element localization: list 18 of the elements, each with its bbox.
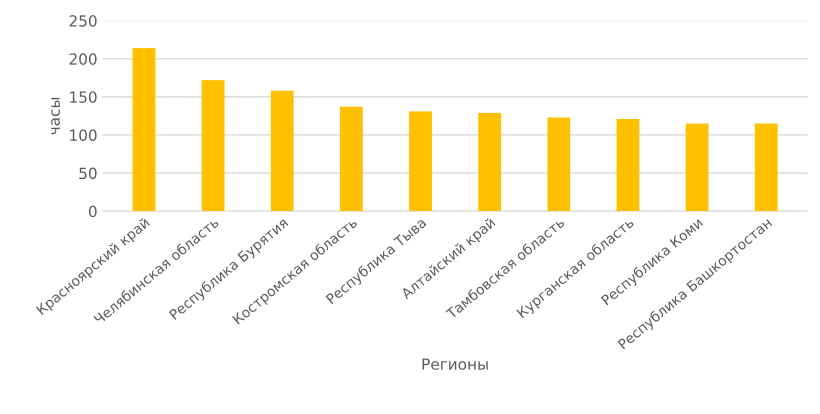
y-tick-label: 50 (79, 168, 97, 180)
bar (754, 124, 778, 212)
bar (340, 106, 363, 212)
y-tick-label: 200 (70, 53, 97, 65)
bar (478, 112, 502, 212)
y-axis-title: часы (51, 98, 60, 134)
bar (270, 90, 294, 212)
y-tick-label: 250 (70, 15, 97, 27)
bar (409, 111, 432, 212)
y-tick-label: 0 (88, 206, 97, 218)
bar (547, 117, 570, 212)
x-axis-title: Регионы (422, 358, 488, 370)
y-tick-label: 100 (70, 129, 97, 141)
bar (202, 80, 225, 212)
y-tick-label: 150 (70, 91, 97, 103)
bar (686, 124, 708, 212)
bar (616, 118, 640, 212)
bar (132, 48, 156, 212)
